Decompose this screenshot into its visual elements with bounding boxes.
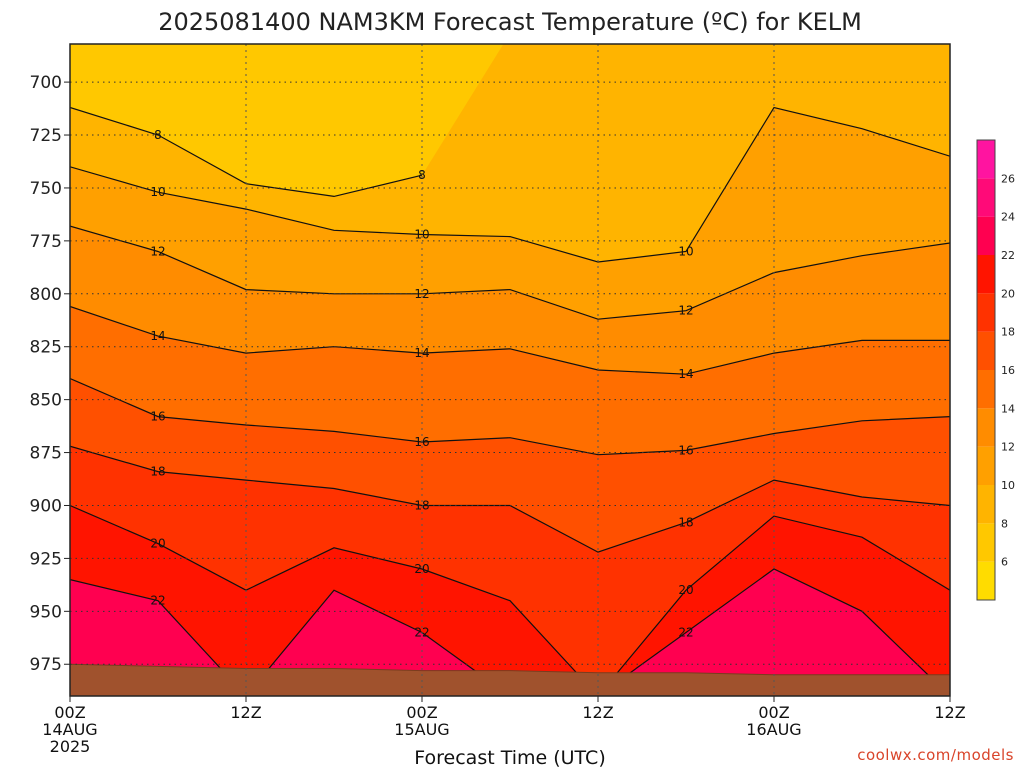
- contour-label-16: 16: [150, 410, 165, 424]
- surface-ground: [70, 663, 950, 696]
- contour-14: [70, 305, 950, 375]
- colorbar-tick-label: 14: [1001, 402, 1015, 415]
- contour-label-18: 18: [150, 465, 165, 479]
- contour-label-8: 8: [418, 168, 426, 182]
- contour-label-16: 16: [678, 443, 693, 457]
- colorbar-swatch: [977, 255, 995, 294]
- colorbar-swatch: [977, 140, 995, 179]
- colorbar-swatch: [977, 523, 995, 562]
- contour-12: [70, 225, 950, 320]
- contour-label-20: 20: [414, 562, 429, 576]
- temperature-bands: [70, 44, 950, 696]
- contour-label-22: 22: [678, 625, 693, 639]
- colorbar-tick-label: 6: [1001, 556, 1008, 569]
- credit-text[interactable]: coolwx.com/models: [857, 746, 1014, 764]
- contour-label-20: 20: [150, 537, 165, 551]
- y-tick-label: 950: [30, 602, 62, 622]
- color-bar: 6 8 10 12 14 16 18 20 22 24 26: [976, 139, 1015, 601]
- x-tick-label: 12Z: [230, 703, 261, 722]
- colorbar-tick-label: 24: [1001, 211, 1015, 224]
- x-tick-label: 00Z: [54, 703, 85, 722]
- contour-label-12: 12: [150, 244, 165, 258]
- contour-label-14: 14: [414, 346, 429, 360]
- colorbar-swatch: [977, 216, 995, 255]
- chart-title: 2025081400 NAM3KM Forecast Temperature (…: [158, 8, 862, 36]
- plot-area: [70, 44, 950, 696]
- colorbar-tick-label: 16: [1001, 364, 1015, 377]
- colorbar-swatch: [977, 293, 995, 332]
- y-tick-label: 925: [30, 549, 62, 569]
- y-tick-label: 775: [30, 232, 62, 252]
- x-tick-label: 12Z: [934, 703, 965, 722]
- contour-label-22: 22: [150, 594, 165, 608]
- x-tick-label: 00Z: [406, 703, 437, 722]
- contour-label-18: 18: [414, 498, 429, 512]
- x-tick-label: 00Z: [758, 703, 789, 722]
- contour-label-20: 20: [678, 583, 693, 597]
- contour-label-14: 14: [678, 367, 693, 381]
- contour-label-10: 10: [414, 228, 429, 242]
- colorbar-frame: [976, 139, 996, 601]
- colorbar-swatch: [977, 408, 995, 447]
- contour-label-10: 10: [150, 185, 165, 199]
- colorbar-swatch: [977, 331, 995, 370]
- contour-label-8: 8: [154, 128, 162, 142]
- y-tick-label: 800: [30, 285, 62, 305]
- y-tick-label: 900: [30, 496, 62, 516]
- colorbar-tick-label: 8: [1001, 517, 1008, 530]
- colorbar-tick-label: 10: [1001, 479, 1015, 492]
- contour-label-18: 18: [678, 515, 693, 529]
- colorbar-tick-label: 22: [1001, 249, 1015, 262]
- grid-lines: [70, 44, 950, 696]
- colorbar-swatch: [977, 446, 995, 485]
- y-tick-label: 975: [30, 655, 62, 675]
- contour-labels: 8 8 10 10 10 12 12 12 14 14 14 16 16 16 18 18 18 20 20 20 22…: [150, 128, 693, 639]
- contour-22: [70, 568, 950, 696]
- contour-label-12: 12: [414, 287, 429, 301]
- ground-layer: [70, 663, 950, 696]
- colorbar-swatch: [977, 561, 995, 600]
- y-tick-label: 850: [30, 391, 62, 411]
- x-tick-label: 2025: [50, 737, 91, 756]
- contour-label-14: 14: [150, 329, 165, 343]
- y-tick-label: 875: [30, 444, 62, 464]
- x-tick-label: 14AUG: [42, 720, 97, 739]
- contour-16: [70, 377, 950, 456]
- colorbar-tick-label: 12: [1001, 441, 1015, 454]
- plot-frame: [69, 43, 951, 697]
- colorbar-tick-label: 18: [1001, 326, 1015, 339]
- colorbar-tick-label: 26: [1001, 172, 1015, 185]
- colorbar-swatch: [977, 178, 995, 217]
- x-tick-label: 16AUG: [746, 720, 801, 739]
- colorbar-tick-label: 20: [1001, 287, 1015, 300]
- contour-label-12: 12: [678, 304, 693, 318]
- colorbar-swatch: [977, 485, 995, 524]
- y-tick-label: 750: [30, 179, 62, 199]
- pressure-axis: 700 725 750 775 800 825 850 875 900 925 950 975: [30, 73, 70, 675]
- y-tick-label: 725: [30, 126, 62, 146]
- contour-label-16: 16: [414, 435, 429, 449]
- contour-label-10: 10: [678, 244, 693, 258]
- x-tick-label: 12Z: [582, 703, 613, 722]
- contour-label-22: 22: [414, 625, 429, 639]
- y-tick-label: 700: [30, 73, 62, 93]
- contour-20: [70, 504, 950, 696]
- colorbar-swatch: [977, 370, 995, 409]
- x-tick-label: 15AUG: [394, 720, 449, 739]
- contour-10: [70, 106, 950, 263]
- y-tick-label: 825: [30, 338, 62, 358]
- x-axis-label: Forecast Time (UTC): [414, 747, 605, 768]
